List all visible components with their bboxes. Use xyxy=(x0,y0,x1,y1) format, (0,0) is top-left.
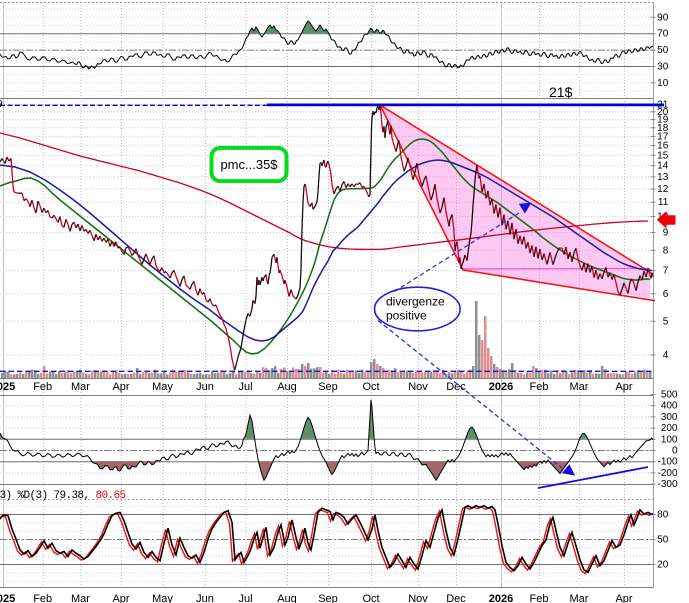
svg-text:Mar: Mar xyxy=(71,593,90,603)
svg-text:90: 90 xyxy=(657,12,669,23)
svg-text:300: 300 xyxy=(661,412,678,423)
svg-text:Jun: Jun xyxy=(196,381,214,393)
svg-text:Sep: Sep xyxy=(318,381,338,393)
svg-text:20: 20 xyxy=(657,560,669,571)
svg-text:9: 9 xyxy=(663,228,669,239)
svg-text:Apr: Apr xyxy=(615,593,632,603)
svg-text:100: 100 xyxy=(661,434,678,445)
svg-text:11: 11 xyxy=(658,197,669,208)
svg-text:Nov: Nov xyxy=(408,381,428,393)
svg-text:Jun: Jun xyxy=(196,593,214,603)
svg-text:May: May xyxy=(152,593,173,603)
svg-text:May: May xyxy=(152,381,173,393)
svg-text:4: 4 xyxy=(663,350,669,361)
svg-text:50: 50 xyxy=(657,45,669,56)
svg-text:21$: 21$ xyxy=(549,84,573,100)
svg-text:3) %D(3) 79.38, 80.65: 3) %D(3) 79.38, 80.65 xyxy=(0,490,126,502)
svg-text:12: 12 xyxy=(657,184,669,195)
svg-text:6: 6 xyxy=(663,289,669,300)
svg-text:Apr: Apr xyxy=(112,381,129,393)
svg-text:20: 20 xyxy=(657,107,669,118)
svg-text:15: 15 xyxy=(657,150,669,161)
svg-text:Feb: Feb xyxy=(33,593,52,603)
svg-text:Nov: Nov xyxy=(408,593,428,603)
svg-text:positive: positive xyxy=(386,309,427,323)
svg-text:-100: -100 xyxy=(657,457,677,468)
svg-text:14: 14 xyxy=(657,161,669,172)
svg-text:7: 7 xyxy=(663,266,669,277)
svg-text:pmc...35$: pmc...35$ xyxy=(220,157,278,172)
svg-text:13: 13 xyxy=(657,172,669,183)
svg-text:16: 16 xyxy=(657,141,669,152)
svg-text:Feb: Feb xyxy=(33,381,52,393)
svg-text:2025: 2025 xyxy=(0,593,15,603)
svg-text:Mar: Mar xyxy=(570,593,589,603)
svg-text:2026: 2026 xyxy=(489,593,513,603)
svg-text:8: 8 xyxy=(663,245,669,256)
svg-text:17: 17 xyxy=(657,131,669,142)
svg-text:80: 80 xyxy=(657,510,669,521)
svg-text:-300: -300 xyxy=(657,479,677,490)
svg-text:Jul: Jul xyxy=(238,593,252,603)
svg-text:divergenze: divergenze xyxy=(386,295,445,309)
svg-text:Aug: Aug xyxy=(277,381,297,393)
svg-text:18: 18 xyxy=(657,123,669,134)
svg-text:Jul: Jul xyxy=(238,381,252,393)
svg-text:Dec: Dec xyxy=(446,381,466,393)
svg-text:Dec: Dec xyxy=(446,593,466,603)
svg-text:2026: 2026 xyxy=(489,381,513,393)
svg-text:Mar: Mar xyxy=(71,381,90,393)
svg-text:10: 10 xyxy=(657,78,669,89)
svg-text:Feb: Feb xyxy=(530,593,549,603)
svg-text:19: 19 xyxy=(657,115,669,126)
svg-text:0: 0 xyxy=(672,446,678,457)
svg-text:-200: -200 xyxy=(657,468,677,479)
svg-text:50: 50 xyxy=(657,535,669,546)
svg-text:200: 200 xyxy=(661,423,678,434)
svg-text:Aug: Aug xyxy=(277,593,297,603)
svg-text:Sep: Sep xyxy=(318,593,338,603)
svg-text:5: 5 xyxy=(663,316,669,327)
svg-text:70: 70 xyxy=(657,29,669,40)
svg-text:Apr: Apr xyxy=(112,593,129,603)
svg-text:Apr: Apr xyxy=(615,381,632,393)
svg-text:400: 400 xyxy=(661,401,678,412)
svg-text:30: 30 xyxy=(657,62,669,73)
svg-text:Feb: Feb xyxy=(530,381,549,393)
svg-text:500: 500 xyxy=(661,390,678,401)
svg-text:Mar: Mar xyxy=(570,381,589,393)
svg-text:Oct: Oct xyxy=(362,381,379,393)
svg-text:9: 9 xyxy=(0,99,3,110)
svg-text:Oct: Oct xyxy=(362,593,379,603)
svg-text:2025: 2025 xyxy=(0,381,15,393)
